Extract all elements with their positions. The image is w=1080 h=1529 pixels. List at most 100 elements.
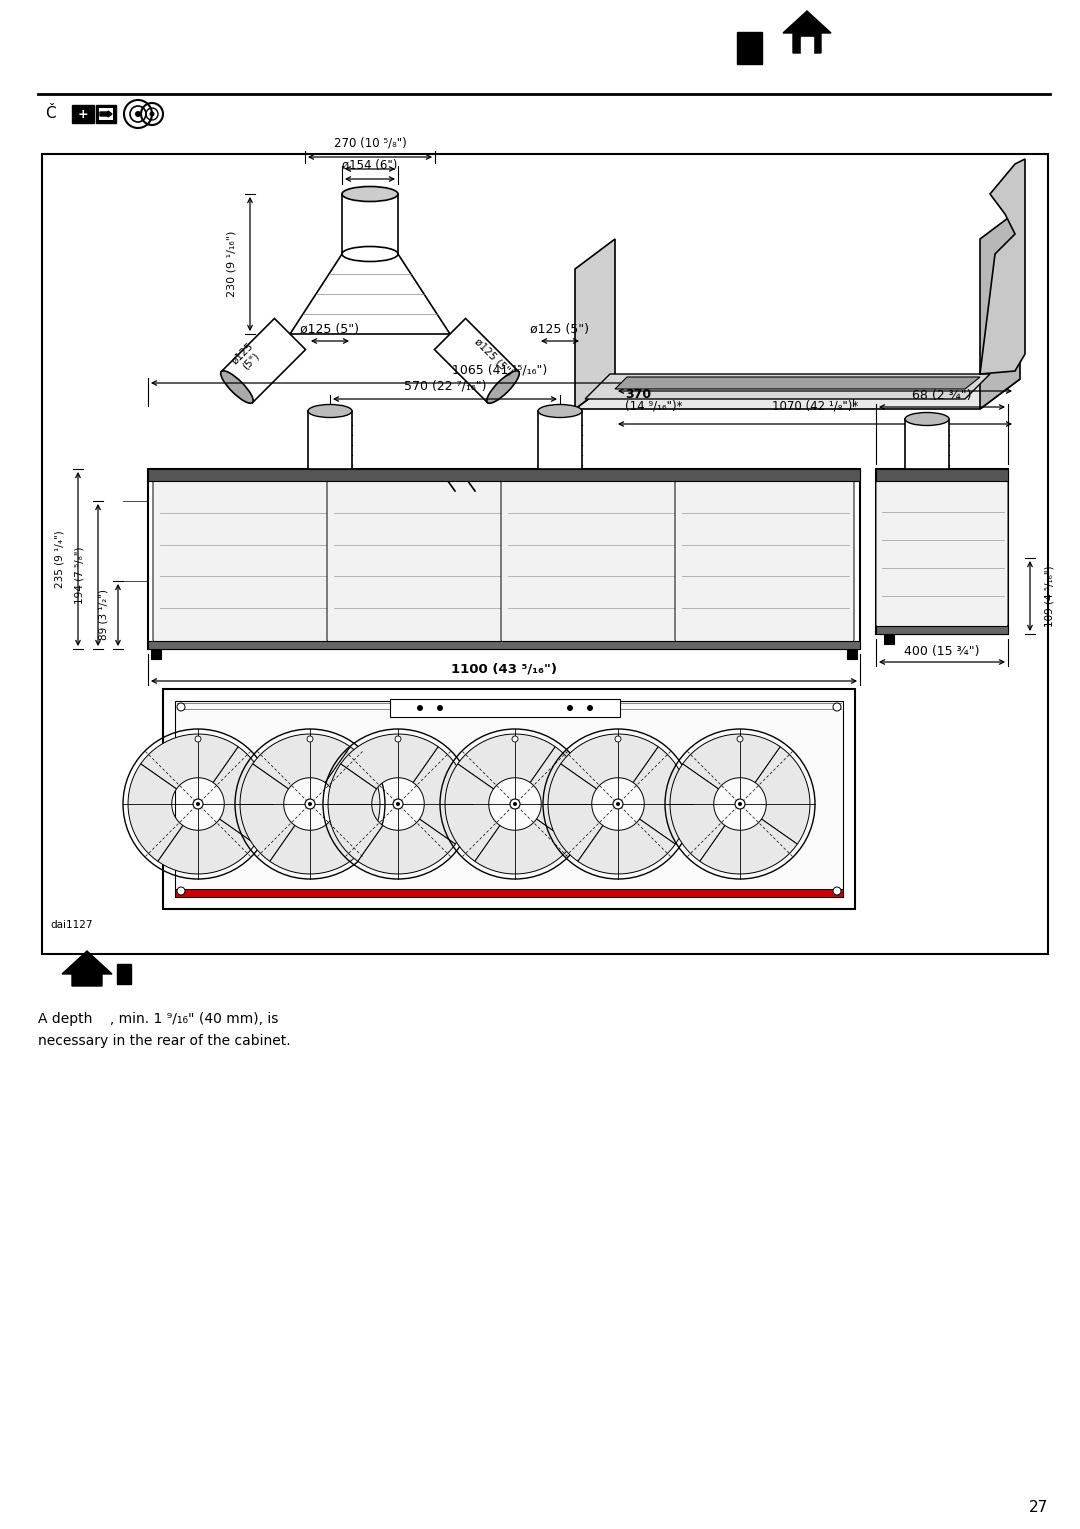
Text: dai1127: dai1127 (50, 920, 93, 930)
Text: ø154 (6"): ø154 (6") (342, 159, 397, 173)
Polygon shape (458, 734, 555, 789)
Bar (175, 700, 843, 898)
Circle shape (395, 735, 401, 742)
Circle shape (307, 735, 313, 742)
Polygon shape (340, 734, 438, 789)
Polygon shape (980, 209, 1020, 408)
Circle shape (833, 703, 841, 711)
Polygon shape (270, 820, 367, 875)
Text: 194 (7 ⁵/₈"): 194 (7 ⁵/₈") (75, 546, 85, 604)
Text: 370: 370 (625, 387, 651, 401)
Ellipse shape (905, 413, 949, 425)
Polygon shape (585, 375, 990, 399)
Text: (14 ⁹/₁₆")*: (14 ⁹/₁₆")* (625, 399, 683, 413)
Polygon shape (783, 11, 831, 54)
Polygon shape (561, 734, 658, 789)
Circle shape (393, 800, 403, 809)
Polygon shape (683, 734, 780, 789)
Bar (163, 690, 855, 910)
Circle shape (177, 703, 185, 711)
Bar (117, 963, 131, 985)
Polygon shape (615, 378, 980, 388)
Text: ø125
(5"): ø125 (5") (230, 339, 264, 375)
FancyBboxPatch shape (501, 476, 680, 644)
Text: 1100 (43 ⁵/₁₆"): 1100 (43 ⁵/₁₆") (451, 662, 557, 676)
Bar (801, 37, 813, 54)
Bar (148, 469, 860, 482)
Ellipse shape (220, 372, 253, 404)
Text: 1070 (42 ¹/₈")*: 1070 (42 ¹/₈")* (772, 399, 859, 413)
Polygon shape (434, 318, 518, 402)
Polygon shape (670, 764, 725, 861)
Circle shape (195, 803, 200, 806)
Polygon shape (548, 764, 603, 861)
Polygon shape (575, 379, 1020, 408)
Circle shape (738, 803, 742, 806)
FancyBboxPatch shape (327, 476, 507, 644)
Circle shape (510, 800, 519, 809)
Polygon shape (140, 734, 239, 789)
Bar (737, 32, 762, 64)
Text: 570 (22 ⁷/₁₆"): 570 (22 ⁷/₁₆") (404, 379, 486, 393)
Circle shape (396, 803, 400, 806)
Polygon shape (62, 951, 112, 986)
Bar (175, 888, 843, 898)
Text: Č: Č (45, 107, 56, 121)
Circle shape (513, 803, 517, 806)
Bar (847, 648, 858, 659)
Bar (72, 106, 94, 122)
FancyBboxPatch shape (153, 476, 332, 644)
Text: ø125 (5"): ø125 (5") (530, 323, 590, 335)
Text: 109 (4 ⁵/₁₆"): 109 (4 ⁵/₁₆") (1045, 566, 1055, 627)
Ellipse shape (538, 405, 582, 417)
Text: 27: 27 (1029, 1500, 1048, 1515)
Bar (905, 419, 949, 469)
Polygon shape (328, 764, 383, 861)
Ellipse shape (308, 405, 352, 417)
Polygon shape (700, 820, 797, 875)
Bar (876, 469, 1008, 635)
Text: 1065 (41 ¹⁵/₁₆"): 1065 (41 ¹⁵/₁₆") (453, 364, 548, 376)
Bar (175, 888, 843, 898)
Circle shape (193, 800, 203, 809)
Polygon shape (129, 764, 183, 861)
Circle shape (149, 112, 154, 116)
Text: ø125 (5"): ø125 (5") (472, 336, 514, 378)
Ellipse shape (342, 187, 399, 202)
Circle shape (512, 735, 518, 742)
Text: 89 (3 ¹/₂"): 89 (3 ¹/₂") (98, 590, 108, 641)
Circle shape (305, 800, 315, 809)
Polygon shape (633, 746, 688, 844)
Bar (308, 411, 352, 469)
Ellipse shape (342, 246, 399, 261)
Polygon shape (357, 820, 456, 875)
Text: 68 (2 ¾"): 68 (2 ¾") (913, 388, 972, 402)
Ellipse shape (487, 372, 519, 404)
Circle shape (737, 735, 743, 742)
Polygon shape (445, 764, 500, 861)
Circle shape (567, 705, 573, 711)
Polygon shape (221, 318, 306, 402)
FancyArrow shape (100, 112, 112, 118)
Polygon shape (213, 746, 268, 844)
Polygon shape (253, 734, 350, 789)
Polygon shape (240, 764, 295, 861)
Bar (876, 625, 1008, 635)
Bar (151, 648, 161, 659)
Bar (390, 699, 620, 717)
Polygon shape (530, 746, 585, 844)
Circle shape (833, 887, 841, 894)
Circle shape (615, 735, 621, 742)
Bar (42, 154, 1048, 954)
Text: 400 (15 ¾"): 400 (15 ¾") (904, 645, 980, 657)
Bar (148, 469, 860, 648)
Text: A depth    , min. 1 ⁹/₁₆" (40 mm), is: A depth , min. 1 ⁹/₁₆" (40 mm), is (38, 1012, 279, 1026)
Circle shape (437, 705, 443, 711)
FancyBboxPatch shape (675, 476, 854, 644)
Polygon shape (578, 820, 675, 875)
Polygon shape (158, 820, 255, 875)
Polygon shape (325, 746, 380, 844)
Text: necessary in the rear of the cabinet.: necessary in the rear of the cabinet. (38, 1034, 291, 1047)
Text: 230 (9 ¹/₁₆"): 230 (9 ¹/₁₆") (227, 231, 237, 297)
Polygon shape (413, 746, 468, 844)
